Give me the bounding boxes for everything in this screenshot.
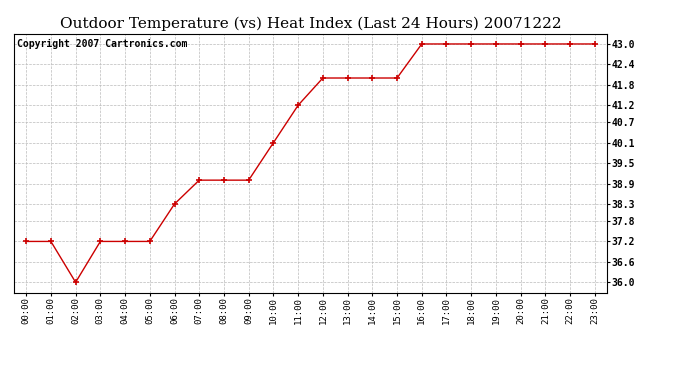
Text: Copyright 2007 Cartronics.com: Copyright 2007 Cartronics.com [17, 39, 187, 49]
Title: Outdoor Temperature (vs) Heat Index (Last 24 Hours) 20071222: Outdoor Temperature (vs) Heat Index (Las… [60, 17, 561, 31]
